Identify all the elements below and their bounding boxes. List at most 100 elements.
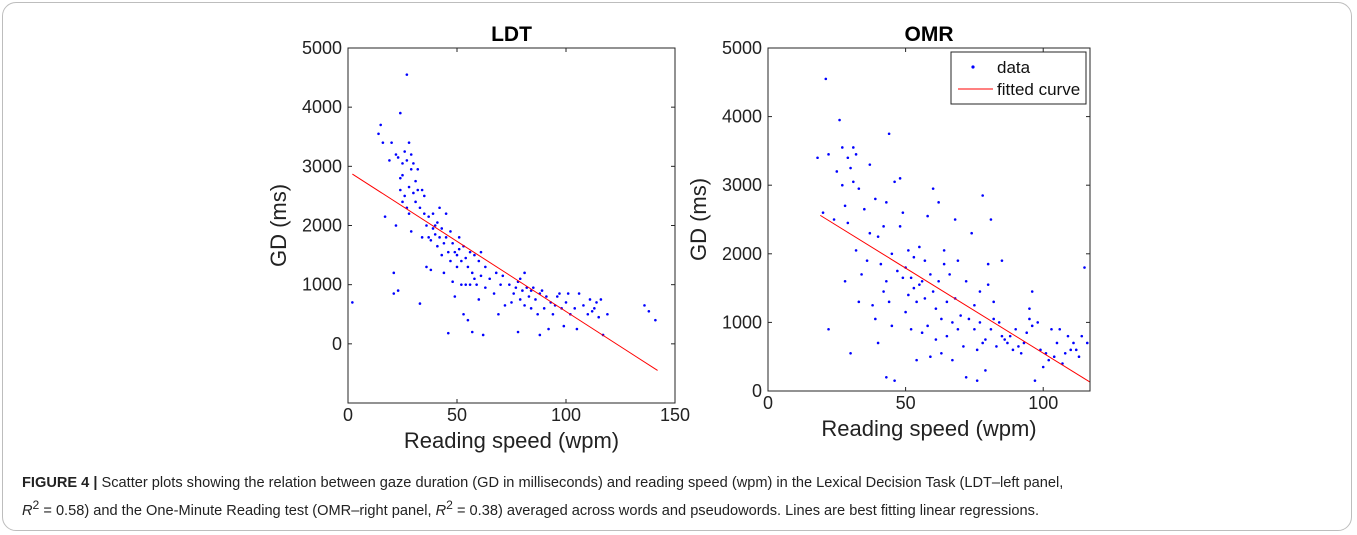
data-point	[577, 292, 581, 295]
data-point	[405, 159, 409, 162]
data-point	[606, 312, 609, 316]
data-point	[865, 259, 869, 262]
data-point	[407, 185, 411, 189]
y-tick-label: 0	[752, 381, 762, 401]
data-point	[409, 153, 413, 156]
data-point	[464, 283, 468, 286]
y-axis-label: GD (ms)	[266, 184, 291, 267]
data-point	[835, 170, 839, 173]
data-point	[453, 250, 457, 254]
data-point	[942, 249, 946, 252]
data-point	[414, 200, 417, 204]
caption-text-2: = 0.58) and the One-Minute Reading test …	[39, 502, 436, 519]
data-point	[457, 236, 461, 239]
data-point	[852, 180, 855, 184]
data-point	[436, 221, 439, 224]
y-tick-label: 0	[332, 334, 342, 354]
data-point	[392, 271, 396, 275]
data-point	[449, 230, 452, 233]
data-point	[514, 286, 518, 289]
data-point	[992, 317, 995, 321]
data-point	[534, 298, 537, 301]
data-point	[898, 177, 902, 180]
data-point	[575, 327, 579, 331]
data-point	[590, 309, 594, 313]
data-point	[918, 283, 921, 286]
data-point	[477, 259, 481, 263]
data-point	[1014, 327, 1017, 331]
data-point	[1058, 327, 1062, 331]
data-point	[843, 204, 847, 208]
data-point	[396, 156, 400, 159]
figure-caption: FIGURE 4 | Scatter plots showing the rel…	[22, 472, 1337, 522]
data-point	[431, 212, 435, 215]
data-point	[492, 292, 496, 295]
data-point	[854, 249, 858, 252]
data-point	[479, 250, 483, 254]
data-point	[945, 334, 949, 338]
data-point	[1041, 365, 1045, 369]
y-axis-label: GD (ms)	[686, 178, 711, 261]
legend-marker-data	[971, 65, 975, 69]
y-tick-label: 3000	[302, 156, 342, 176]
data-point	[986, 283, 990, 286]
data-point	[407, 141, 411, 144]
data-point	[1017, 345, 1020, 348]
data-point	[597, 315, 600, 319]
data-point	[1072, 341, 1075, 345]
data-point	[523, 304, 526, 307]
data-point	[937, 201, 940, 204]
data-point	[420, 236, 424, 239]
data-point	[399, 111, 402, 115]
data-point	[1028, 307, 1031, 310]
legend-label-data: data	[997, 58, 1031, 77]
x-axis-label: Reading speed (wpm)	[821, 416, 1036, 441]
data-point	[940, 317, 943, 321]
data-point	[918, 245, 921, 249]
data-point	[901, 276, 905, 280]
data-point	[538, 333, 542, 337]
data-point	[893, 379, 896, 383]
y-tick-label: 1000	[302, 275, 342, 295]
data-point	[403, 194, 406, 198]
data-point	[545, 295, 548, 298]
data-point	[854, 153, 858, 156]
data-point	[558, 292, 561, 295]
legend: data fitted curve	[950, 51, 1087, 105]
data-point	[566, 292, 570, 295]
data-point	[907, 293, 910, 297]
data-point	[882, 290, 885, 293]
data-point	[470, 271, 474, 275]
data-point	[436, 244, 439, 248]
legend-box	[950, 51, 1087, 105]
data-point	[529, 307, 533, 310]
data-point	[857, 300, 861, 304]
data-point	[427, 215, 430, 218]
data-point	[876, 341, 880, 345]
data-point	[945, 300, 949, 304]
x-tick-label: 100	[551, 405, 581, 425]
data-point	[1022, 341, 1026, 345]
data-point	[1083, 266, 1086, 269]
data-point	[433, 224, 437, 227]
data-point	[827, 327, 830, 331]
data-point	[992, 300, 995, 304]
data-points	[351, 73, 657, 337]
data-point	[425, 224, 428, 227]
data-point	[926, 324, 929, 328]
data-point	[984, 338, 987, 341]
data-point	[1063, 351, 1067, 355]
data-point	[973, 303, 976, 307]
data-point	[412, 191, 415, 195]
caption-label: FIGURE 4 |	[22, 475, 98, 491]
data-point	[1080, 334, 1084, 338]
data-point	[444, 212, 448, 215]
data-point	[1036, 321, 1040, 324]
data-point	[444, 236, 448, 239]
data-point	[442, 271, 446, 275]
fit-line	[820, 214, 1091, 383]
data-point	[599, 298, 603, 301]
data-point	[1006, 341, 1009, 345]
